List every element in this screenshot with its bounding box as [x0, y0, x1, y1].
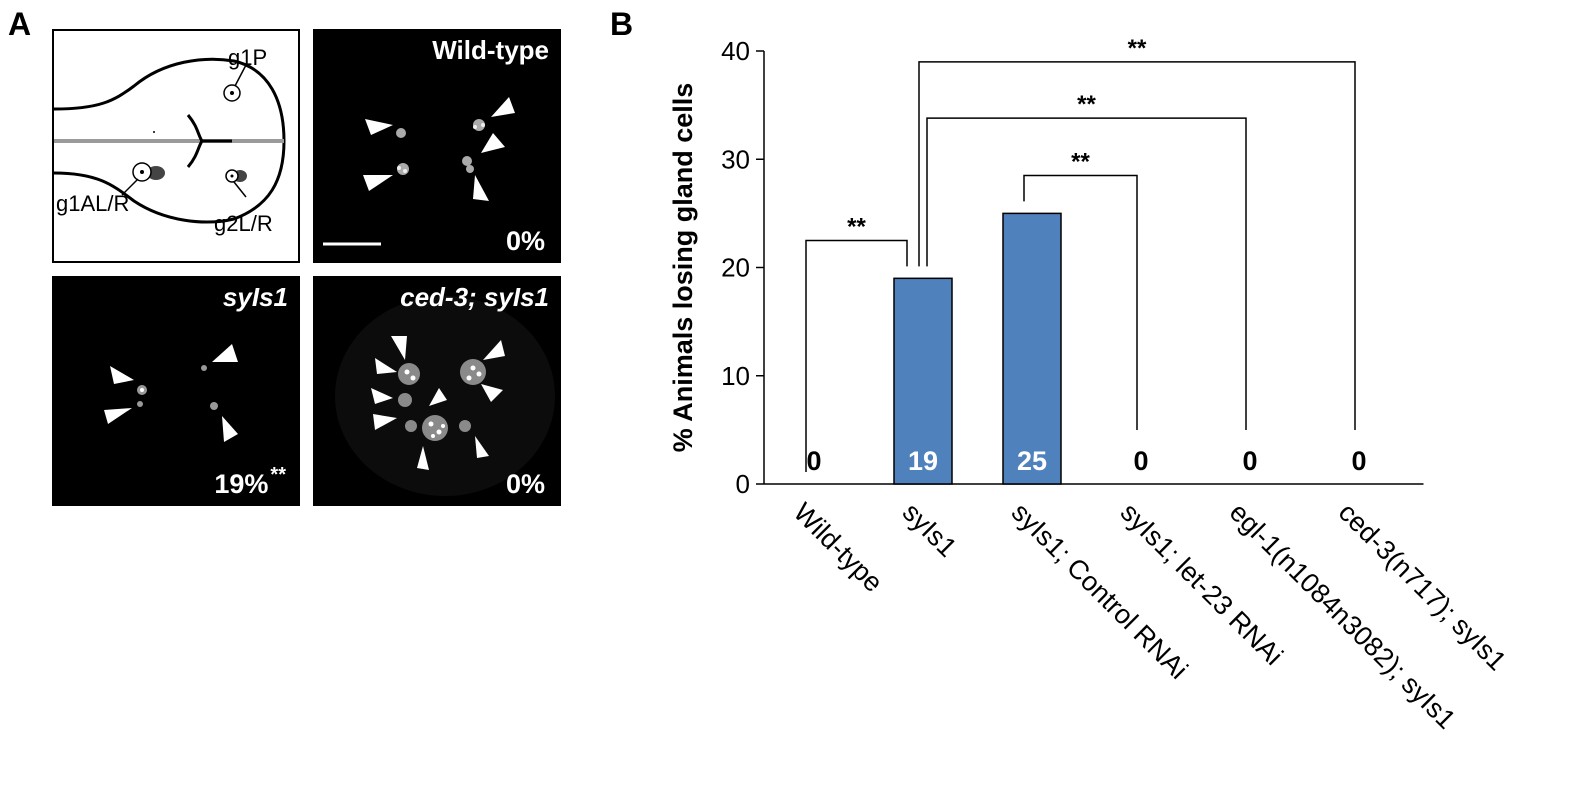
bar-value-label: 0	[1242, 446, 1257, 476]
significance-label: **	[847, 213, 866, 240]
micrograph-title-wild-type: Wild-type	[432, 35, 549, 65]
x-category-label: syIs1	[897, 497, 963, 563]
y-tick-label: 40	[721, 36, 750, 66]
bar-value-label: 19	[908, 446, 938, 476]
pharynx-outline-drawing	[54, 57, 286, 224]
panel-b-letter: B	[610, 6, 634, 42]
y-axis-label: % Animals losing gland cells	[668, 83, 698, 453]
cell-label-g2lr: g2L/R	[214, 211, 273, 236]
significance-label: **	[1128, 35, 1147, 62]
y-tick-label: 20	[721, 253, 750, 283]
cell-label-g1p: g1P	[228, 45, 268, 70]
significance-label: **	[1071, 148, 1090, 175]
pharynx-schematic: g1P g1AL/R g2L/R	[52, 29, 300, 263]
micrograph-wild-type: Wild-type 0%	[313, 29, 561, 263]
bar	[893, 277, 953, 485]
x-category-label: Wild-type	[788, 497, 889, 598]
ced-3-syis1-fluorescence	[335, 296, 555, 496]
significance-bracket	[926, 117, 1247, 430]
bar-value-label: 0	[1351, 446, 1366, 476]
micrograph-title-syis1: syIs1	[222, 282, 288, 312]
y-tick-label: 30	[721, 144, 750, 174]
bar-value-label: 0	[1133, 446, 1148, 476]
micrograph-percent-ced-3-syis1: 0%	[505, 469, 545, 499]
micrograph-syis1: syIs1 19% **	[52, 276, 300, 506]
significance-bracket	[805, 239, 908, 472]
micrograph-ced-3-syis1: ced-3; syIs1 0%	[313, 276, 561, 506]
cell-label-g1alr: g1AL/R	[56, 191, 130, 216]
wild-type-fluorescence	[323, 97, 515, 246]
bar	[1002, 212, 1062, 485]
syis1-fluorescence	[104, 344, 238, 442]
gland-cell-loss-bar-chart: 0 10 20 30 40 % Animals losing gland cells 0 19…	[668, 35, 1512, 735]
x-category-label: egl-1(n1084n3082); syIs1	[1224, 497, 1462, 735]
micrograph-percent-wild-type: 0%	[505, 226, 545, 256]
bar-value-label: 0	[806, 446, 821, 476]
significance-bracket	[1023, 174, 1138, 430]
bar-value-label: 25	[1017, 446, 1047, 476]
significance-bracket	[918, 61, 1356, 430]
micrograph-title-ced-3-syis1: ced-3; syIs1	[400, 282, 549, 312]
micrograph-percent-syis1: 19% **	[214, 464, 286, 499]
significance-label: **	[1077, 91, 1096, 118]
y-tick-label: 10	[721, 361, 750, 391]
panel-a-letter: A	[8, 6, 32, 42]
y-tick-label: 0	[736, 469, 750, 499]
